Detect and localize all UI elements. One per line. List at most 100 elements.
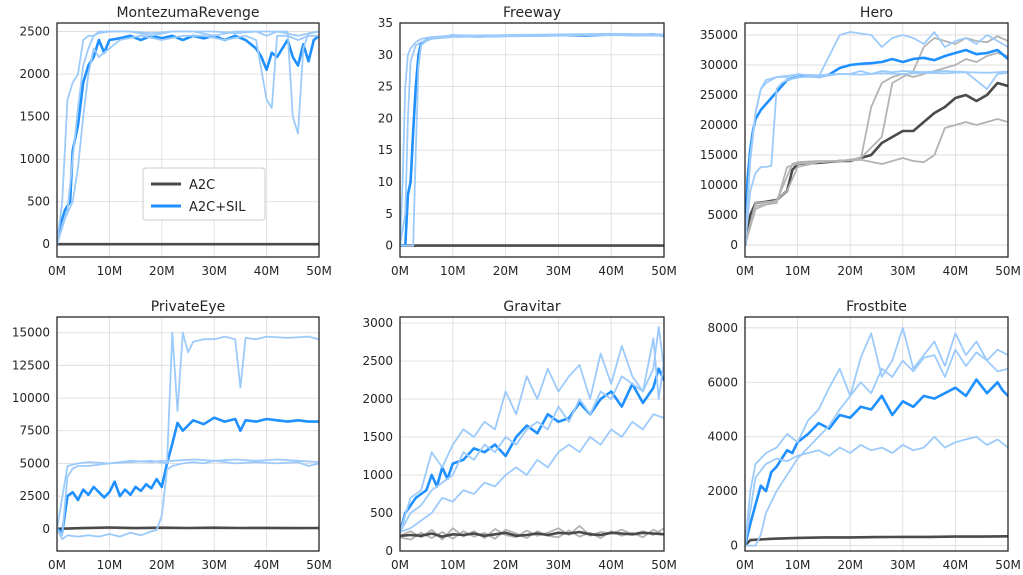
run-line [745,52,1008,246]
y-tick-label: 2500 [362,354,393,368]
x-tick-label: 30M [546,558,572,571]
y-tick-label: 7500 [19,424,50,438]
series-line-a2c [57,526,319,531]
x-tick-label: 30M [201,264,227,278]
chart-title: Freeway [503,5,561,21]
legend: A2C A2C+SIL [142,167,266,221]
run-line [57,30,319,246]
x-tick-label: 40M [943,264,969,278]
x-tick-label: 30M [546,264,572,278]
y-tick-label: 0 [385,544,393,558]
x-tick-label: 20M [837,264,863,278]
x-tick-label: 10M [97,264,123,278]
y-tick-label: 10000 [12,391,50,405]
series-line-a2c [400,530,664,538]
x-tick-label: 40M [598,558,624,571]
x-tick-label: 10M [785,264,811,278]
x-tick-label: 50M [651,558,677,571]
axes-frame [399,22,665,258]
x-tick-label: 20M [493,264,519,278]
x-tick-label: 50M [651,264,677,278]
run-line [400,413,664,533]
panel-hero: 0M 10M 20M 30M 40M 50M 0 5000 10000 15000 20000 250… [700,5,1021,278]
plot-area [400,32,664,247]
x-tick-label: 30M [890,264,916,278]
x-tick-label: 0M [391,264,409,278]
plot-area [745,326,1008,547]
legend-label-a2c: A2C [189,178,215,193]
x-tick-label: 40M [943,558,969,571]
x-tick-label: 50M [995,264,1021,278]
series-line-a2c-sil [745,378,1008,547]
x-tick-label: 20M [149,558,175,571]
y-tick-label: 30 [378,48,393,62]
legend-label-a2c-sil: A2C+SIL [189,200,246,215]
y-tick-label: 35 [378,16,393,30]
run-line [745,435,1008,547]
panel-frostbite: 0M 10M 20M 30M 40M 50M 0 2000 4000 6000 8000 Frostb… [707,299,1021,572]
panel-montezumarevenge: 0M 10M 20M 30M 40M 50M 0 500 1000 1500 2000 2500 Mon… [19,5,331,278]
x-tick-label: 0M [736,264,754,278]
panel-freeway: 0M 10M 20M 30M 40M 50M 0 5 10 15 20 25 30 35 Freeway [378,5,677,278]
y-tick-label: 0 [385,239,393,253]
run-line [57,459,319,541]
x-tick-label: 10M [785,558,811,571]
run-line [400,34,664,247]
x-tick-label: 50M [306,558,332,571]
y-tick-label: 5 [385,207,393,221]
y-tick-label: 0 [730,539,738,553]
chart-title: Gravitar [503,299,560,315]
run-line [400,337,664,533]
y-tick-label: 0 [42,237,50,251]
panel-gravitar: 0M 10M 20M 30M 40M 50M 0 500 1000 1500 2000 2500 300… [362,299,677,572]
x-tick-label: 10M [97,558,123,571]
x-tick-label: 20M [493,558,519,571]
plot-area [57,331,319,541]
run-line [57,331,319,537]
run-line [57,458,319,530]
y-tick-label: 5000 [19,456,50,470]
x-tick-label: 20M [837,558,863,571]
x-tick-label: 0M [48,264,66,278]
y-tick-label: 4000 [707,430,738,444]
y-tick-label: 15000 [12,326,50,340]
y-tick-label: 1500 [362,430,393,444]
y-tick-label: 15000 [700,148,738,162]
x-tick-label: 50M [995,558,1021,571]
y-tick-label: 10 [378,175,393,189]
y-tick-label: 500 [370,506,393,520]
x-tick-label: 20M [149,264,175,278]
y-tick-label: 2500 [19,25,50,39]
run-line [745,326,1008,547]
y-tick-label: 2000 [19,67,50,81]
plot-area [745,31,1008,247]
y-tick-label: 12500 [12,358,50,372]
chart-title: Frostbite [846,299,907,315]
x-tick-label: 40M [254,558,280,571]
y-tick-label: 35000 [700,28,738,42]
y-tick-label: 500 [27,195,50,209]
series-line-a2c-sil [400,367,664,534]
y-tick-label: 5000 [707,208,738,222]
run-line [745,31,1008,246]
y-tick-label: 0 [730,238,738,252]
series-line-a2c-sil [745,48,1008,247]
y-tick-label: 3000 [362,316,393,330]
x-tick-label: 30M [201,558,227,571]
axes-frame [744,316,1009,552]
y-tick-label: 30000 [700,58,738,72]
run-line [57,34,319,246]
x-tick-label: 0M [736,558,754,571]
y-tick-label: 2000 [707,484,738,498]
y-tick-label: 2500 [19,489,50,503]
y-tick-label: 6000 [707,375,738,389]
x-tick-label: 10M [440,558,466,571]
series-line-a2c [745,534,1008,547]
axes-frame [56,22,320,258]
run-line [745,35,1008,246]
panel-privateeye: 0M 10M 20M 30M 40M 50M 0 2500 5000 7500 10000 12500… [12,299,332,572]
chart-title: Hero [860,5,893,21]
run-line [745,70,1008,246]
y-tick-label: 8000 [707,321,738,335]
